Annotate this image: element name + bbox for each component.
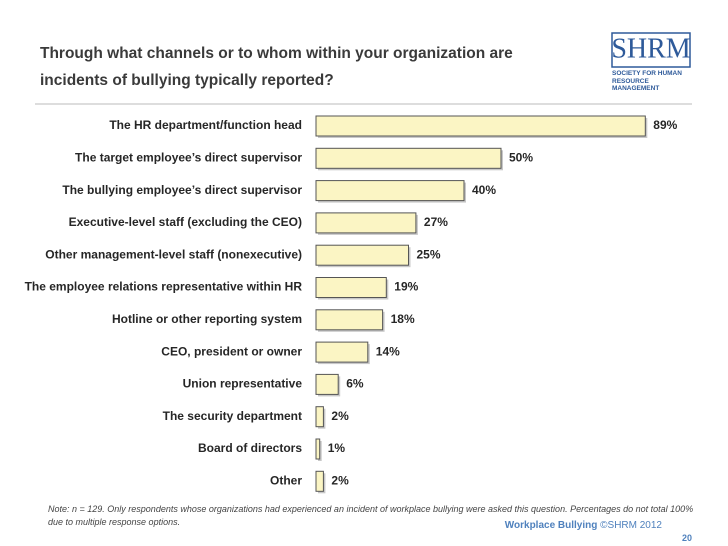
bar bbox=[315, 180, 465, 202]
value-label: 89% bbox=[653, 118, 677, 132]
bar bbox=[315, 341, 369, 363]
value-label: 27% bbox=[424, 215, 448, 229]
category-label: The bullying employee’s direct superviso… bbox=[62, 183, 302, 197]
value-label: 50% bbox=[509, 150, 533, 164]
bar bbox=[315, 470, 324, 492]
value-label: 25% bbox=[417, 247, 441, 261]
page-number: 20 bbox=[681, 533, 692, 543]
category-label: Union representative bbox=[183, 377, 303, 391]
value-label: 19% bbox=[394, 280, 418, 294]
logo-subtitle: SOCIETY FOR HUMAN RESOURCE MANAGEMENT bbox=[612, 70, 682, 92]
bar bbox=[315, 309, 384, 331]
bar bbox=[315, 244, 409, 266]
bar bbox=[315, 277, 387, 298]
category-label: Board of directors bbox=[198, 441, 302, 455]
bar bbox=[315, 406, 324, 428]
title: Through what channels or to whom within … bbox=[40, 45, 513, 89]
chart: SHRM SOCIETY FOR HUMAN RESOURCE MANAGEME… bbox=[25, 32, 692, 494]
logo-subtitle-box: SOCIETY FOR HUMAN RESOURCE MANAGEMENT bbox=[612, 70, 682, 92]
logo: SHRM SOCIETY FOR HUMAN RESOURCE MANAGEME… bbox=[611, 32, 691, 92]
logo-box bbox=[611, 32, 691, 68]
bar bbox=[315, 373, 339, 395]
category-label: The target employee’s direct supervisor bbox=[75, 150, 302, 164]
bar bbox=[315, 147, 502, 169]
bar bbox=[315, 438, 321, 460]
category-label: Executive-level staff (excluding the CEO… bbox=[69, 215, 302, 229]
value-label: 2% bbox=[331, 409, 349, 423]
category-label: Other bbox=[270, 473, 302, 487]
note: Note: n = 129. Only respondents whose or… bbox=[48, 504, 694, 527]
category-label: Other management-level staff (nonexecuti… bbox=[45, 247, 302, 261]
value-label: 6% bbox=[346, 377, 364, 391]
value-label: 40% bbox=[472, 183, 496, 197]
logo-text: SHRM bbox=[611, 33, 690, 64]
source: Workplace Bullying ©SHRM 2012 bbox=[505, 520, 662, 531]
category-label: CEO, president or owner bbox=[161, 344, 302, 358]
value-label: 1% bbox=[328, 441, 346, 455]
category-label: The HR department/function head bbox=[109, 118, 302, 132]
source-copyright: ©SHRM 2012 bbox=[600, 520, 662, 531]
bar bbox=[315, 212, 417, 234]
value-label: 14% bbox=[376, 344, 400, 358]
value-label: 2% bbox=[331, 473, 349, 487]
bar bbox=[315, 115, 646, 137]
value-label: 18% bbox=[391, 312, 415, 326]
category-label: The employee relations representative wi… bbox=[25, 280, 303, 294]
category-label: The security department bbox=[163, 409, 302, 423]
category-label: Hotline or other reporting system bbox=[112, 312, 302, 326]
source-title: Workplace Bullying bbox=[504, 520, 598, 531]
